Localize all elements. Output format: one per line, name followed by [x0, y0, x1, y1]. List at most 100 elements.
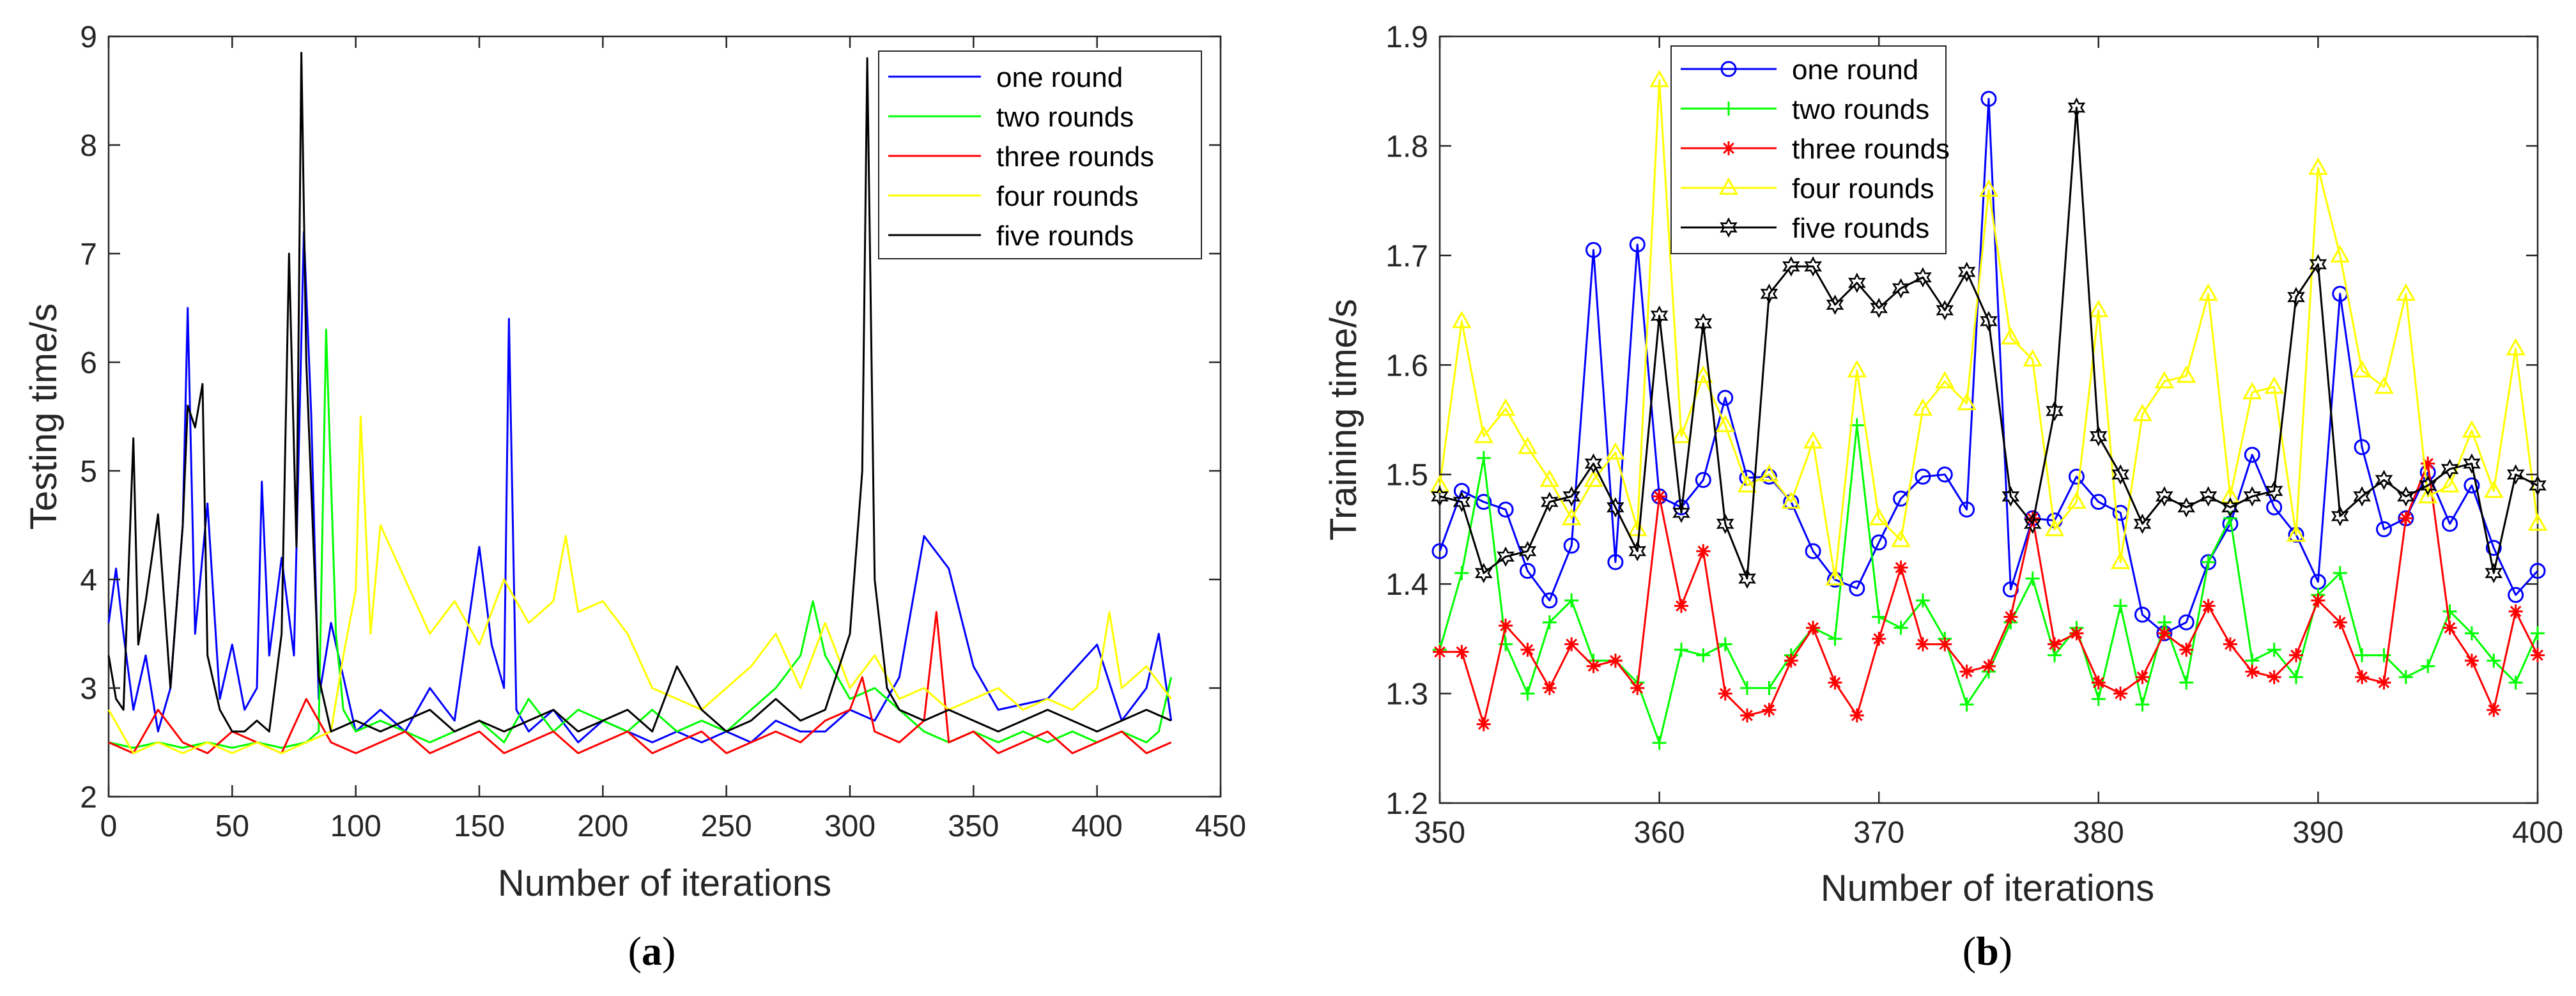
y-tick-label: 1.6	[1385, 349, 1428, 383]
chart-panel-a: 0 50 100 150 200 250 300 350 400 450 2 3 4 5 6 7 8 9 Numb…	[23, 20, 1246, 974]
legend-b: one round two rounds three rounds four roun…	[1670, 45, 1950, 254]
y-axis-label-a: Testing time/s	[23, 303, 65, 530]
data-point-two-rounds	[1872, 609, 1886, 624]
series-line-five-rounds	[1439, 106, 2538, 580]
data-point-five-rounds	[1606, 497, 1624, 518]
data-point-five-rounds	[1716, 513, 1734, 534]
data-point-four-rounds	[1539, 470, 1560, 487]
data-point-one-round	[1476, 494, 1492, 510]
data-point-five-rounds	[2463, 453, 2481, 474]
x-tick-label: 50	[215, 809, 249, 843]
data-point-two-rounds	[2487, 654, 2501, 668]
data-point-three-rounds	[2508, 604, 2523, 618]
y-axis-label-b: Training time/s	[1323, 299, 1364, 540]
data-point-one-round	[1585, 241, 1602, 258]
data-point-three-rounds	[1762, 703, 1777, 717]
data-point-one-round	[1915, 468, 1931, 485]
x-tick-label: 350	[1414, 816, 1465, 850]
x-tick-label: 0	[100, 809, 118, 843]
series-four-rounds	[107, 415, 1172, 755]
legend-box-b	[1670, 45, 1947, 254]
data-point-two-rounds	[2025, 571, 2040, 586]
data-point-four-rounds	[1584, 470, 1603, 487]
data-point-four-rounds	[2264, 376, 2284, 394]
data-point-five-rounds	[1957, 261, 1976, 282]
legend-label: four rounds	[1792, 173, 1934, 204]
data-point-five-rounds	[2243, 486, 2262, 507]
y-tick-label: 2	[80, 781, 97, 815]
data-point-four-rounds	[2154, 371, 2175, 388]
data-point-four-rounds	[1671, 425, 1692, 443]
x-tick-label: 350	[948, 809, 999, 843]
x-tick-label: 200	[577, 809, 628, 843]
y-tick-label: 4	[80, 563, 97, 597]
x-tick-label: 370	[1853, 816, 1904, 850]
y-tick-label: 5	[80, 455, 97, 489]
data-point-five-rounds	[2177, 497, 2196, 518]
data-point-five-rounds	[2001, 486, 2020, 507]
data-point-two-rounds	[2267, 643, 2281, 657]
data-point-four-rounds	[1957, 393, 1977, 411]
data-point-four-rounds	[2001, 327, 2021, 345]
data-point-four-rounds	[2088, 300, 2109, 318]
data-point-two-rounds	[1454, 566, 1469, 580]
data-point-three-rounds	[2355, 670, 2370, 684]
y-tick-label: 8	[80, 129, 97, 163]
x-tick-label: 300	[824, 809, 875, 843]
data-point-one-round	[2464, 477, 2480, 494]
data-point-four-rounds	[1935, 371, 1955, 388]
data-point-five-rounds	[1782, 256, 1800, 277]
data-point-one-round	[1519, 563, 1536, 579]
x-tick-label: 360	[1634, 816, 1685, 850]
data-point-two-rounds	[1959, 697, 1974, 712]
legend-item-four-rounds: four rounds	[1681, 173, 1934, 204]
legend-marker	[1720, 61, 1737, 77]
plot-area-b	[1438, 35, 2539, 804]
series-line-five-rounds	[107, 52, 1172, 733]
data-point-two-rounds	[2289, 670, 2304, 684]
legend-marker	[1718, 177, 1739, 195]
data-point-five-rounds	[2090, 425, 2108, 447]
data-point-four-rounds	[2396, 283, 2416, 301]
y-tick-label: 1.2	[1385, 787, 1428, 821]
data-point-three-rounds	[1915, 637, 1930, 652]
data-point-five-rounds	[1892, 278, 1910, 299]
legend-label: two rounds	[1792, 94, 1929, 125]
legend-item-two-rounds: two rounds	[888, 102, 1134, 133]
data-point-three-rounds	[2377, 675, 2391, 690]
series-group-b	[1430, 70, 2548, 750]
data-point-one-round	[1629, 236, 1646, 253]
legend-marker	[1722, 102, 1736, 116]
x-tick-label: 250	[701, 809, 752, 843]
data-point-two-rounds	[2377, 648, 2391, 663]
y-tick-label: 3	[80, 672, 97, 706]
data-point-five-rounds	[2485, 563, 2503, 583]
legend-item-five-rounds: five rounds	[888, 220, 1134, 252]
data-point-one-round	[2068, 468, 2085, 485]
series-five-rounds	[107, 52, 1172, 733]
data-point-four-rounds	[1825, 568, 1845, 586]
data-point-five-rounds	[2529, 475, 2547, 496]
data-point-four-rounds	[1518, 436, 1538, 454]
legend-label: three rounds	[1792, 134, 1950, 165]
data-point-four-rounds	[2462, 420, 2482, 438]
data-point-five-rounds	[1431, 486, 1449, 507]
data-point-four-rounds	[2067, 491, 2086, 509]
data-point-five-rounds	[1936, 300, 1954, 321]
data-point-three-rounds	[1982, 659, 1996, 673]
data-point-one-round	[2178, 614, 2194, 631]
data-point-three-rounds	[1784, 654, 1798, 668]
data-point-five-rounds	[2221, 497, 2239, 518]
data-point-three-rounds	[1893, 560, 1908, 575]
legend-label: five rounds	[996, 220, 1134, 252]
data-point-one-round	[1936, 466, 1953, 483]
data-point-three-rounds	[1696, 544, 1711, 558]
data-point-five-rounds	[2287, 287, 2305, 307]
x-tick-label: 400	[1072, 809, 1123, 843]
data-point-three-rounds	[1652, 489, 1667, 503]
data-point-one-round	[2508, 586, 2524, 603]
x-tick-label: 150	[454, 809, 505, 843]
data-point-three-rounds	[1499, 618, 1513, 633]
data-point-three-rounds	[2442, 620, 2457, 635]
